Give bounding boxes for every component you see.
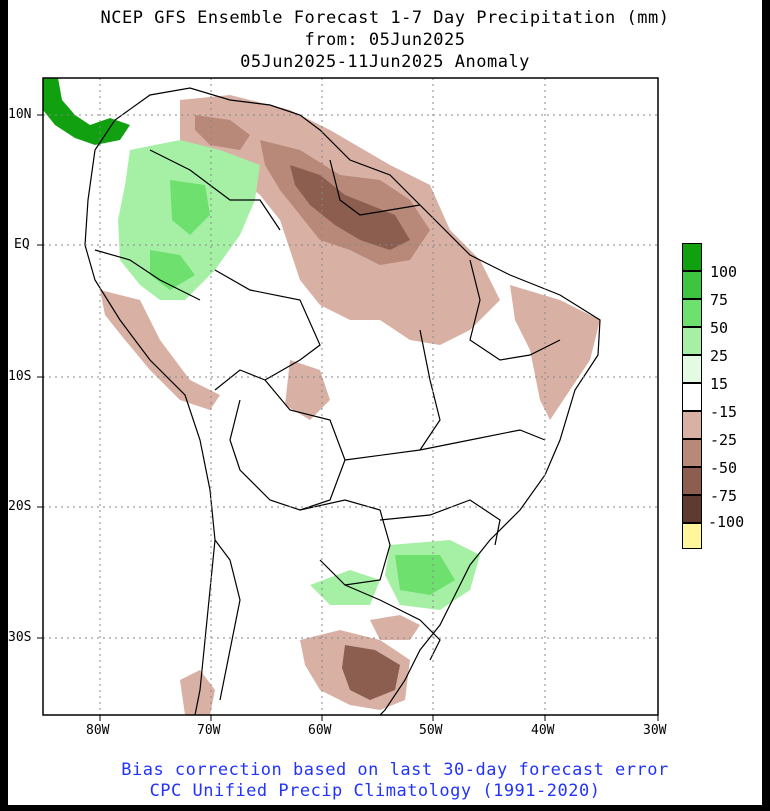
wet-anomaly-argentina (310, 570, 380, 605)
legend-swatch (682, 523, 702, 549)
dry-anomaly-central-west (285, 360, 330, 420)
west-coastline (84, 149, 216, 716)
axis-ticks (37, 114, 659, 721)
title-line-2: from: 05Jun2025 (304, 30, 466, 50)
graticule (43, 78, 658, 715)
footer-line-1: Bias correction based on last 30-day for… (121, 760, 669, 780)
dry-anomaly-uruguay (342, 645, 400, 700)
lat-label-30s: 30S (8, 630, 32, 645)
lat-label-10n: 10N (8, 107, 32, 122)
lon-label-60w: 60W (308, 723, 332, 738)
border-argentina-uruguay (344, 584, 441, 661)
dry-anomaly-andes (180, 670, 215, 715)
lon-label-70w: 70W (197, 723, 221, 738)
lon-label-50w: 50W (419, 723, 443, 738)
legend-label-75: 75 (710, 291, 729, 309)
lat-label-20s: 20S (8, 499, 32, 514)
legend-label-neg25: -25 (710, 431, 738, 449)
lon-label-40w: 40W (531, 723, 555, 738)
legend-swatch (682, 327, 702, 355)
dry-anomaly-northeast (510, 285, 600, 420)
title-line-3: 05Jun2025-11Jun2025 Anomaly (240, 52, 530, 72)
border-colombia-venezuela (149, 149, 281, 231)
legend-swatch (682, 467, 702, 495)
legend-swatch (682, 495, 702, 523)
border-chile-argentina (214, 539, 241, 701)
title-line-1: NCEP GFS Ensemble Forecast 1-7 Day Preci… (100, 8, 670, 28)
border-brazil-west (214, 269, 321, 391)
legend-swatch (682, 355, 702, 383)
south-america-coastline (94, 87, 601, 716)
legend-label-100: 100 (710, 263, 738, 281)
dry-anomaly-peru (100, 290, 220, 410)
map-border (42, 77, 659, 716)
wet-anomaly-parana (395, 555, 455, 595)
dry-anomaly-areas (100, 95, 600, 715)
wet-anomaly-colombia-core (170, 180, 210, 235)
legend-label-50: 50 (710, 319, 729, 337)
legend-label-neg75: -75 (710, 487, 738, 505)
lat-label-eq: EQ (14, 237, 30, 252)
footer-line-2: CPC Unified Precip Climatology (1991-202… (149, 781, 601, 801)
legend-label-neg50: -50 (710, 459, 738, 477)
border-ecuador-peru (94, 249, 201, 301)
border-brazil-states-2 (419, 329, 441, 451)
lon-label-30w: 30W (643, 723, 667, 738)
border-brazil-states-1 (344, 429, 546, 461)
legend-swatch (682, 243, 702, 271)
legend-swatch (682, 299, 702, 327)
coastlines-and-borders (84, 87, 601, 716)
legend-swatch (682, 439, 702, 467)
legend-swatch (682, 383, 702, 411)
border-bolivia (229, 379, 346, 511)
legend-label-25: 25 (710, 347, 729, 365)
legend-label-neg15: -15 (710, 403, 738, 421)
lat-label-10s: 10S (8, 369, 32, 384)
lon-label-80w: 80W (86, 723, 110, 738)
border-guianas (329, 159, 421, 216)
legend-label-neg100: -100 (708, 513, 745, 531)
border-brazil-states-4 (379, 499, 501, 546)
legend-swatch (682, 271, 702, 299)
border-brazil-states-3 (469, 259, 561, 361)
dry-anomaly-venezuela (195, 115, 250, 150)
wet-anomaly-central-america (43, 78, 130, 145)
legend-label-15: 15 (710, 375, 729, 393)
dry-anomaly-atlantic (370, 615, 420, 640)
legend-swatch (682, 411, 702, 439)
